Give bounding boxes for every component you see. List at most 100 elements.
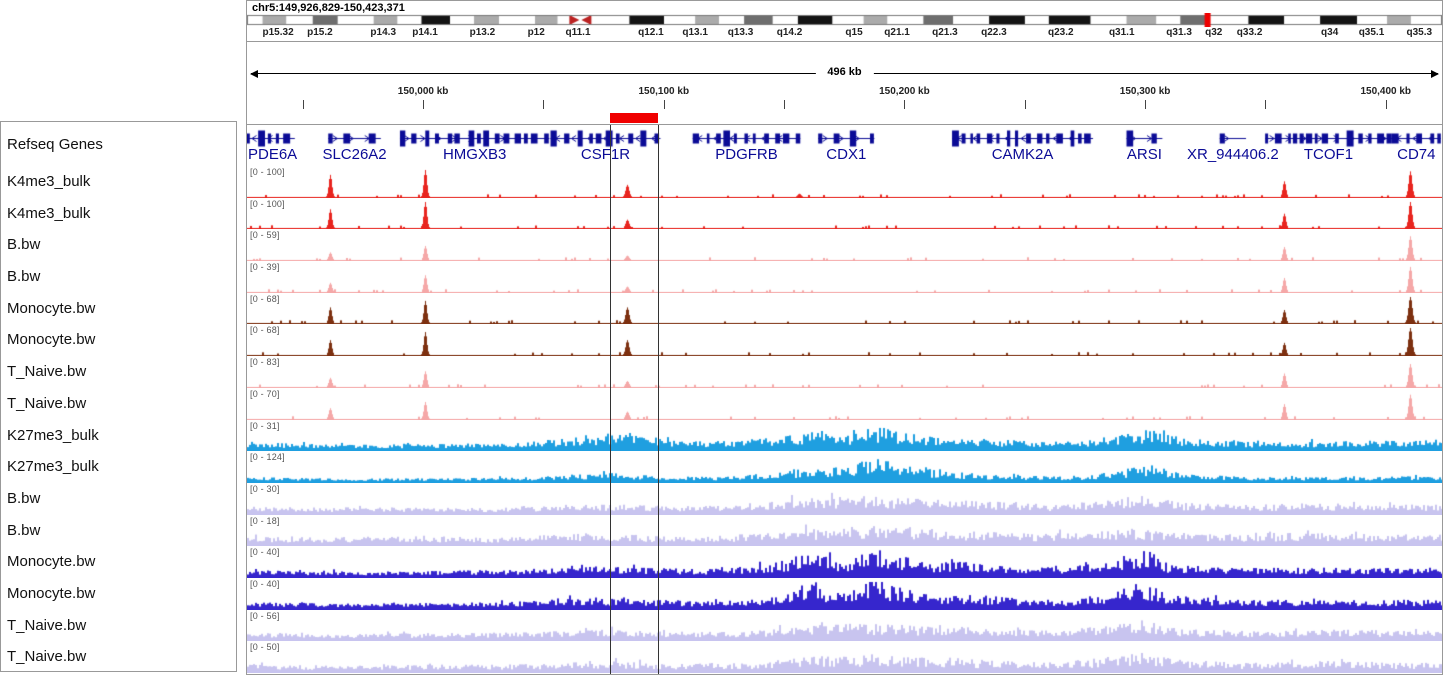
ruler-tick xyxy=(543,100,545,109)
track-label-11[interactable]: B.bw xyxy=(7,522,41,539)
data-track-8-k27me3-bulk[interactable]: [0 - 31] xyxy=(247,420,1442,451)
track-signal xyxy=(247,229,1442,261)
data-track-15-t-naive-bw[interactable]: [0 - 50] xyxy=(247,641,1442,673)
track-labels-panel: Refseq Genes K4me3_bulk K4me3_bulk B.bw B.b… xyxy=(0,121,237,672)
data-track-10-b-bw[interactable]: [0 - 30] xyxy=(247,483,1442,515)
track-signal xyxy=(247,388,1442,420)
gene-glyphs xyxy=(247,127,1442,149)
ruler-tick-label: 150,100 kb xyxy=(638,86,690,97)
cytoband-label-q31.3: q31.3 xyxy=(1166,27,1192,38)
ruler-tick-label: 150,300 kb xyxy=(1119,86,1171,97)
cytoband-label-q13.3: q13.3 xyxy=(727,27,754,38)
span-label: 496 kb xyxy=(815,66,874,78)
track-label-10[interactable]: B.bw xyxy=(7,490,41,507)
data-track-13-monocyte-bw[interactable]: [0 - 40] xyxy=(247,578,1442,610)
data-track-11-b-bw[interactable]: [0 - 18] xyxy=(247,515,1442,546)
track-signal xyxy=(247,261,1442,293)
gene-CD74[interactable]: CD74 xyxy=(1397,146,1436,163)
genome-ruler[interactable]: 496 kb 150,000 kb 150,100 kb 150,200 kb 150… xyxy=(247,42,1442,124)
track-label-9[interactable]: K27me3_bulk xyxy=(7,458,99,475)
track-scale-label: [0 - 70] xyxy=(250,389,280,399)
gene-TCOF1[interactable]: TCOF1 xyxy=(1303,146,1354,163)
track-label-13[interactable]: Monocyte.bw xyxy=(7,585,96,602)
data-track-6-t-naive-bw[interactable]: [0 - 83] xyxy=(247,356,1442,388)
cytoband-label-q12.1: q12.1 xyxy=(638,27,664,38)
gene-CAMK2A[interactable]: CAMK2A xyxy=(991,146,1054,163)
track-scale-label: [0 - 83] xyxy=(250,357,280,367)
cytoband-label-p14.3: p14.3 xyxy=(370,27,397,38)
data-track-0-k4me3-bulk[interactable]: [0 - 100] xyxy=(247,166,1442,198)
track-signal xyxy=(247,483,1442,515)
data-track-2-b-bw[interactable]: [0 - 59] xyxy=(247,229,1442,261)
track-label-7[interactable]: T_Naive.bw xyxy=(7,395,87,412)
ruler-tick xyxy=(423,100,425,109)
cytoband-label-q31.1: q31.1 xyxy=(1108,27,1135,38)
region-of-interest-marker[interactable] xyxy=(610,113,658,123)
gene-PDE6A[interactable]: PDE6A xyxy=(248,146,298,163)
cytoband-label-q21.1: q21.1 xyxy=(884,27,910,38)
track-label-1[interactable]: K4me3_bulk xyxy=(7,205,91,222)
refseq-gene-track[interactable]: PDE6A SLC26A2 HMGXB3 CSF1R PDGFRB CDX1 CAMK2A A… xyxy=(247,125,1442,166)
track-scale-label: [0 - 68] xyxy=(250,294,280,304)
track-label-2[interactable]: B.bw xyxy=(7,236,41,253)
cytoband-label-q21.3: q21.3 xyxy=(932,27,958,38)
ruler-separator xyxy=(247,124,1442,125)
data-track-9-k27me3-bulk[interactable]: [0 - 124] xyxy=(247,451,1442,483)
gene-CDX1[interactable]: CDX1 xyxy=(826,146,867,163)
track-scale-label: [0 - 40] xyxy=(250,579,280,589)
data-track-1-k4me3-bulk[interactable]: [0 - 100] xyxy=(247,198,1442,229)
cytoband-label-q13.1: q13.1 xyxy=(682,27,708,38)
track-signal xyxy=(247,578,1442,610)
cytoband-label-q23.2: q23.2 xyxy=(1047,27,1074,38)
ruler-tick-label: 150,200 kb xyxy=(879,86,930,97)
track-label-6[interactable]: T_Naive.bw xyxy=(7,363,87,380)
track-label-5[interactable]: Monocyte.bw xyxy=(7,331,96,348)
ruler-tick xyxy=(784,100,786,109)
cytoband-label-p12: p12 xyxy=(527,27,545,38)
ideogram-separator xyxy=(247,41,1442,42)
track-label-3[interactable]: B.bw xyxy=(7,268,41,285)
gene-HMGXB3[interactable]: HMGXB3 xyxy=(442,146,507,163)
track-scale-label: [0 - 40] xyxy=(250,547,280,557)
track-label-4[interactable]: Monocyte.bw xyxy=(7,300,96,317)
ruler-tick-label: 150,400 kb xyxy=(1360,86,1412,97)
ruler-tick xyxy=(1145,100,1147,109)
genome-view-panel: chr5:149,926,829-150,423,371 p15.32 p15.2… xyxy=(246,0,1443,675)
ruler-tick-label: 150,000 kb xyxy=(397,86,449,97)
data-track-5-monocyte-bw[interactable]: [0 - 68] xyxy=(247,324,1442,356)
gene-SLC26A2[interactable]: SLC26A2 xyxy=(322,146,387,163)
roi-right-line xyxy=(657,125,659,674)
ruler-tick xyxy=(663,100,665,109)
data-track-12-monocyte-bw[interactable]: [0 - 40] xyxy=(247,546,1442,578)
data-track-7-t-naive-bw[interactable]: [0 - 70] xyxy=(247,388,1442,420)
track-label-8[interactable]: K27me3_bulk xyxy=(7,427,99,444)
track-scale-label: [0 - 124] xyxy=(250,452,285,462)
cytoband-label-p15.2: p15.2 xyxy=(307,27,333,38)
cytoband-label-q22.3: q22.3 xyxy=(981,27,1007,38)
track-signal xyxy=(247,198,1442,229)
gene-XR_944406.2[interactable]: XR_944406.2 xyxy=(1187,146,1279,163)
chromosome-ideogram[interactable] xyxy=(247,13,1442,27)
data-track-4-monocyte-bw[interactable]: [0 - 68] xyxy=(247,293,1442,324)
track-label-0[interactable]: K4me3_bulk xyxy=(7,173,91,190)
cytoband-label-p15.32: p15.32 xyxy=(262,27,294,38)
data-track-3-b-bw[interactable]: [0 - 39] xyxy=(247,261,1442,293)
track-label-refseq-genes[interactable]: Refseq Genes xyxy=(7,136,103,153)
cytoband-label-q33.2: q33.2 xyxy=(1236,27,1263,38)
gene-PDGFRB[interactable]: PDGFRB xyxy=(715,146,778,163)
track-label-15[interactable]: T_Naive.bw xyxy=(7,648,87,665)
cytoband-label-q11.1: q11.1 xyxy=(565,27,591,38)
track-label-14[interactable]: T_Naive.bw xyxy=(7,617,87,634)
track-scale-label: [0 - 68] xyxy=(250,325,280,335)
track-signal xyxy=(247,451,1442,483)
ruler-tick xyxy=(1024,100,1026,109)
cytoband-label-q35.1: q35.1 xyxy=(1358,27,1385,38)
ruler-tick xyxy=(1385,100,1387,109)
gene-ARSI[interactable]: ARSI xyxy=(1126,146,1162,163)
data-track-14-t-naive-bw[interactable]: [0 - 56] xyxy=(247,610,1442,641)
track-scale-label: [0 - 18] xyxy=(250,516,280,526)
track-label-12[interactable]: Monocyte.bw xyxy=(7,553,96,570)
gene-CSF1R[interactable]: CSF1R xyxy=(580,146,631,163)
track-scale-label: [0 - 39] xyxy=(250,262,280,272)
